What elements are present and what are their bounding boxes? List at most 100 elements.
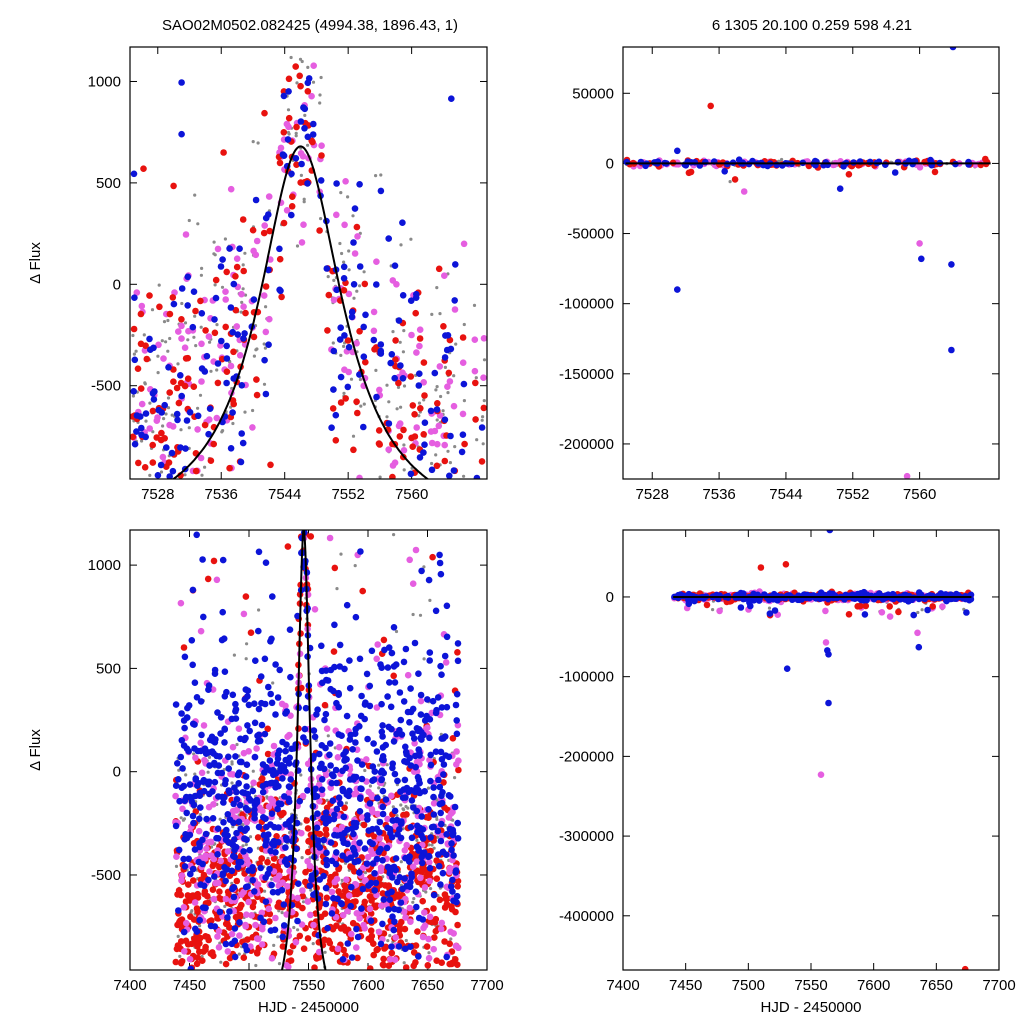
data-point-blue bbox=[296, 797, 304, 805]
data-point-red bbox=[411, 433, 419, 440]
data-point-blue bbox=[389, 913, 396, 920]
data-point-red bbox=[455, 766, 462, 774]
data-point-gray bbox=[363, 871, 368, 875]
data-point-gray bbox=[157, 283, 161, 287]
data-point-red bbox=[329, 405, 337, 412]
data-point-gray bbox=[446, 391, 450, 395]
data-point-blue bbox=[450, 467, 458, 474]
data-point-magenta bbox=[361, 877, 369, 885]
data-point-red bbox=[430, 905, 437, 912]
data-point-blue bbox=[376, 818, 384, 826]
data-point-blue bbox=[427, 761, 435, 769]
data-point-red bbox=[433, 857, 440, 864]
data-point-gray bbox=[429, 887, 433, 891]
data-point-blue bbox=[196, 841, 203, 849]
data-point-blue bbox=[448, 840, 455, 847]
data-point-red bbox=[337, 399, 345, 406]
data-point-red bbox=[480, 404, 487, 412]
data-point-magenta bbox=[331, 878, 339, 886]
data-points bbox=[130, 55, 487, 479]
data-point-red bbox=[454, 877, 462, 885]
data-point-blue bbox=[259, 782, 267, 790]
data-point-blue bbox=[265, 211, 272, 218]
data-point-red bbox=[445, 369, 453, 377]
data-point-gray bbox=[262, 342, 266, 346]
data-point-blue bbox=[268, 881, 275, 889]
data-point-gray bbox=[338, 241, 342, 246]
data-point-gray bbox=[182, 817, 187, 821]
data-point-gray bbox=[388, 934, 392, 938]
data-point-red bbox=[201, 421, 209, 429]
data-point-gray bbox=[780, 157, 784, 162]
data-point-magenta bbox=[430, 945, 438, 953]
data-point-blue bbox=[172, 701, 180, 708]
data-point-gray bbox=[374, 174, 378, 178]
data-point-magenta bbox=[208, 852, 215, 859]
data-point-gray bbox=[200, 473, 204, 477]
data-point-blue bbox=[200, 613, 207, 621]
data-point-blue bbox=[390, 926, 398, 934]
data-point-red bbox=[173, 384, 181, 392]
data-point-gray bbox=[311, 942, 315, 946]
data-point-red bbox=[353, 398, 360, 406]
data-point-gray bbox=[232, 653, 236, 657]
data-point-blue bbox=[214, 851, 221, 858]
data-point-blue bbox=[437, 748, 445, 756]
data-point-gray bbox=[462, 399, 466, 403]
data-point-magenta bbox=[417, 874, 424, 882]
data-point-magenta bbox=[453, 748, 460, 755]
data-point-blue bbox=[358, 692, 365, 700]
data-point-gray bbox=[448, 461, 452, 465]
data-point-gray bbox=[198, 813, 202, 817]
data-point-blue bbox=[280, 152, 288, 159]
data-point-magenta bbox=[177, 599, 185, 607]
data-point-blue bbox=[213, 834, 220, 842]
data-point-gray bbox=[183, 473, 187, 477]
data-point-red bbox=[341, 882, 348, 889]
data-point-blue bbox=[861, 611, 869, 618]
data-point-blue bbox=[449, 876, 456, 884]
data-point-blue bbox=[924, 606, 931, 614]
data-point-blue bbox=[181, 797, 189, 804]
data-point-blue bbox=[453, 690, 461, 698]
data-point-magenta bbox=[238, 891, 245, 898]
data-point-red bbox=[707, 102, 714, 110]
data-point-gray bbox=[342, 391, 346, 395]
data-point-blue bbox=[395, 906, 403, 914]
data-point-red bbox=[321, 936, 328, 944]
data-point-blue bbox=[327, 762, 334, 769]
y-tick-label: 0 bbox=[113, 764, 121, 781]
data-point-gray bbox=[331, 341, 335, 345]
data-point-blue bbox=[891, 169, 899, 176]
data-point-blue bbox=[348, 313, 356, 321]
data-point-gray bbox=[164, 412, 168, 416]
data-point-red bbox=[158, 429, 165, 437]
data-point-gray bbox=[140, 439, 144, 443]
data-point-magenta bbox=[229, 743, 237, 751]
data-point-magenta bbox=[373, 704, 381, 711]
data-point-blue bbox=[428, 466, 436, 474]
data-points bbox=[671, 530, 975, 970]
data-point-gray bbox=[439, 732, 443, 736]
data-point-gray bbox=[187, 426, 191, 430]
data-point-blue bbox=[429, 697, 437, 705]
data-point-gray bbox=[159, 470, 164, 474]
data-point-magenta bbox=[278, 700, 286, 708]
data-point-blue bbox=[179, 765, 186, 772]
data-point-gray bbox=[156, 354, 160, 358]
data-point-magenta bbox=[451, 306, 459, 313]
data-point-red bbox=[293, 161, 300, 168]
data-point-gray bbox=[200, 266, 204, 270]
data-point-blue bbox=[427, 751, 435, 759]
data-point-magenta bbox=[416, 326, 424, 334]
data-point-blue bbox=[453, 717, 461, 724]
data-point-red bbox=[280, 219, 288, 227]
data-point-blue bbox=[426, 734, 433, 742]
data-point-magenta bbox=[265, 193, 273, 200]
data-point-gray bbox=[151, 430, 155, 434]
data-point-blue bbox=[236, 919, 243, 926]
left-header-title: SAO02M0502.082425 (4994.38, 1896.43, 1) bbox=[162, 17, 458, 34]
data-point-magenta bbox=[261, 222, 269, 229]
data-point-blue bbox=[439, 789, 446, 796]
data-point-red bbox=[361, 280, 369, 288]
